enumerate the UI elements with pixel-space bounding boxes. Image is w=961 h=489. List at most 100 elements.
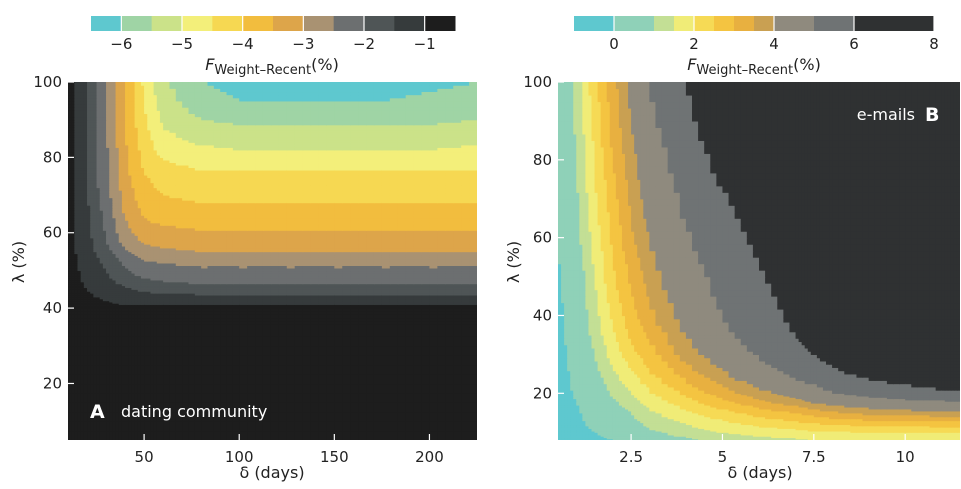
heatmap-cell — [201, 212, 209, 216]
heatmap-cell — [310, 402, 320, 413]
heatmap-cell — [429, 220, 438, 224]
heatmap-cell — [270, 253, 280, 256]
heatmap-cell — [461, 285, 470, 288]
heatmap-cell — [247, 300, 256, 303]
heatmap-cell — [90, 262, 94, 266]
heatmap-cell — [255, 430, 264, 440]
heatmap-cell — [278, 237, 288, 241]
heatmap-cell — [144, 411, 148, 422]
heatmap-cell — [118, 421, 123, 432]
heatmap-cell — [109, 270, 113, 274]
heatmap-cell — [397, 215, 407, 219]
heatmap-cell — [175, 291, 183, 294]
heatmap-cell — [232, 281, 240, 285]
heatmap-cell — [213, 311, 221, 315]
heatmap-cell — [182, 317, 190, 322]
heatmap-cell — [255, 212, 264, 216]
heatmap-cell — [83, 275, 88, 279]
heatmap-cell — [429, 296, 438, 300]
heatmap-cell — [342, 281, 351, 285]
heatmap-cell — [255, 281, 264, 285]
heatmap-cell — [342, 257, 351, 260]
heatmap-cell — [144, 317, 148, 322]
heatmap-cell — [302, 283, 312, 287]
heatmap-cell — [255, 317, 264, 322]
heatmap-cell — [153, 253, 158, 256]
heatmap-cell — [112, 411, 117, 422]
heatmap-cell — [112, 314, 117, 319]
heatmap-cell — [286, 320, 296, 325]
heatmap-cell — [144, 285, 148, 288]
heatmap-cell — [77, 202, 82, 206]
heatmap-cell — [461, 220, 470, 224]
heatmap-cell — [156, 242, 161, 245]
heatmap-cell — [318, 300, 327, 303]
heatmap-cell — [137, 308, 142, 312]
heatmap-cell — [137, 296, 142, 300]
heatmap-cell — [118, 255, 123, 258]
heatmap-cell — [226, 402, 234, 413]
heatmap-cell — [326, 242, 335, 245]
heatmap-cell — [226, 291, 234, 294]
heatmap-cell — [389, 364, 399, 375]
heatmap-cell — [80, 202, 85, 206]
heatmap-cell — [115, 311, 120, 315]
heatmap-cell — [226, 311, 234, 315]
heatmap-cell — [93, 249, 98, 253]
heatmap-cell — [74, 279, 79, 283]
heatmap-cell — [175, 294, 183, 298]
heatmap-cell — [128, 326, 133, 337]
heatmap-cell — [188, 197, 196, 201]
heatmap-cell — [159, 314, 164, 319]
heatmap-cell — [83, 383, 88, 394]
heatmap-cell — [247, 232, 256, 236]
heatmap-cell — [121, 305, 126, 308]
heatmap-cell — [445, 267, 454, 272]
heatmap-cell — [134, 257, 139, 260]
heatmap-cell — [318, 283, 327, 287]
heatmap-cell — [169, 336, 177, 347]
heatmap-cell — [318, 265, 327, 269]
heatmap-cell — [350, 265, 359, 269]
heatmap-cell — [278, 281, 288, 285]
heatmap-cell — [213, 267, 221, 272]
heatmap-cell — [437, 245, 446, 249]
heatmap-cell — [99, 267, 104, 272]
heatmap-cell — [429, 251, 438, 255]
heatmap-cell — [106, 305, 110, 308]
heatmap-cell — [405, 296, 415, 300]
heatmap-cell — [121, 244, 126, 247]
heatmap-cell — [159, 392, 164, 403]
heatmap-cell — [71, 195, 75, 199]
heatmap-cell — [286, 411, 296, 422]
heatmap-cell — [389, 261, 399, 264]
heatmap-cell — [262, 227, 272, 231]
heatmap-cell — [74, 251, 79, 255]
heatmap-cell — [278, 285, 288, 288]
heatmap-cell — [137, 267, 142, 272]
heatmap-cell — [350, 383, 359, 394]
heatmap-cell — [150, 272, 155, 277]
heatmap-cell — [71, 374, 75, 385]
heatmap-cell — [87, 215, 91, 219]
heatmap-cell — [302, 225, 312, 229]
heatmap-cell — [247, 235, 256, 239]
heatmap-cell — [125, 392, 129, 403]
heatmap-cell — [381, 227, 391, 231]
heatmap-cell — [350, 308, 359, 312]
heatmap-cell — [71, 267, 75, 272]
heatmap-cell — [93, 336, 98, 347]
heatmap-cell — [255, 247, 264, 251]
heatmap-cell — [373, 242, 383, 245]
heatmap-cell — [310, 392, 320, 403]
heatmap-cell — [397, 217, 407, 221]
heatmap-cell — [93, 301, 98, 304]
heatmap-cell — [80, 317, 85, 322]
heatmap-cell — [121, 272, 126, 277]
heatmap-cell — [93, 296, 98, 300]
heatmap-cell — [74, 215, 79, 219]
heatmap-cell — [140, 402, 145, 413]
heatmap-cell — [326, 232, 335, 236]
heatmap-cell — [182, 311, 190, 315]
heatmap-cell — [182, 232, 190, 236]
